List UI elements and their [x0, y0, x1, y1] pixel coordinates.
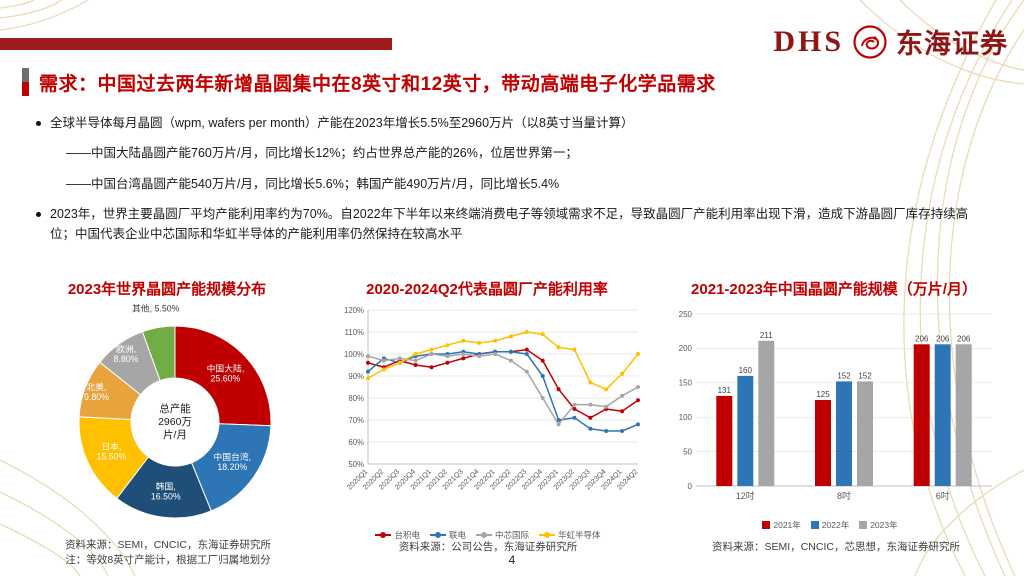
svg-text:8吋: 8吋	[837, 491, 851, 501]
bullet-taiwan-korea: ——中国台湾晶圆产能540万片/月，同比增长5.6%；韩国产能490万片/月，同…	[66, 175, 988, 194]
line-chart-title: 2020-2024Q2代表晶圆厂产能利用率	[366, 281, 608, 298]
svg-text:125: 125	[816, 390, 830, 399]
body-text: 全球半导体每月晶圆（wpm, wafers per month）产能在2023年…	[36, 114, 988, 255]
page-number: 4	[508, 553, 516, 567]
bar-chart-svg: 0 50 100 150 200 250 131 160 211 12吋 125 152 152 8吋 20…	[679, 310, 992, 501]
svg-text:6吋: 6吋	[936, 491, 950, 501]
svg-text:0: 0	[688, 482, 693, 491]
header-red-bar	[0, 38, 392, 50]
svg-text:片/月: 片/月	[163, 428, 187, 441]
svg-text:250: 250	[679, 310, 693, 319]
bullet-text: 2023年，世界主要晶圆厂平均产能利用率约为70%。自2022年下半年以来终端消…	[50, 207, 969, 241]
pie-source-note: 资料来源：SEMI，CNCIC，东海证券研究所 注：等效8英寸产能计，根据工厂归…	[8, 538, 328, 567]
svg-text:12吋: 12吋	[736, 491, 755, 501]
svg-text:206: 206	[915, 334, 929, 343]
svg-text:中国台湾,18.20%: 中国台湾, 18.20%	[213, 451, 251, 472]
bullet-text: ——中国台湾晶圆产能540万片/月，同比增长5.6%；韩国产能490万片/月，同…	[66, 176, 560, 191]
page-title: 需求：中国过去两年新增晶圆集中在8英寸和12英寸，带动高端电子化学品需求	[39, 73, 716, 95]
svg-text:90%: 90%	[348, 372, 364, 381]
bullet-text: ——中国大陆晶圆产能760万片/月，同比增长12%；约占世界总产能的26%，位居…	[66, 146, 578, 161]
svg-text:中国大陆,25.60%: 中国大陆, 25.60%	[207, 362, 245, 383]
svg-text:150: 150	[679, 379, 693, 388]
svg-text:110%: 110%	[345, 328, 364, 337]
svg-text:2960万: 2960万	[158, 416, 192, 428]
bullet-global-capacity: 全球半导体每月晶圆（wpm, wafers per month）产能在2023年…	[36, 114, 988, 133]
svg-text:206: 206	[936, 334, 950, 343]
svg-text:50: 50	[683, 447, 692, 456]
title-marker	[22, 68, 29, 96]
svg-text:206: 206	[957, 334, 971, 343]
line-chart-legend: 台积电 联电 中芯国际 华虹半导体	[332, 529, 644, 541]
bar-chart: 0 50 100 150 200 250 131 160 211 12吋 125 152 152 8吋 20…	[662, 300, 998, 531]
line-chart-svg: 50%60%70%80%90%100%110%120%2020Q12020Q22…	[344, 306, 640, 492]
pie-chart-svg: 中国大陆, 25.60% 中国台湾, 18.20% 韩国, 16.50% 日本, 15.50%…	[78, 303, 272, 519]
svg-text:100%: 100%	[344, 350, 364, 359]
svg-text:60%: 60%	[348, 438, 364, 447]
line-source: 资料来源：公司公告，东海证券研究所	[398, 541, 578, 553]
pie-note: 注：等效8英寸产能计，根据工厂归属地划分	[65, 553, 271, 566]
svg-text:211: 211	[760, 331, 773, 340]
bar-chart-title: 2021-2023年中国晶圆产能规模（万片/月）	[691, 281, 977, 298]
company-logo: DHS 东海证券	[773, 22, 1008, 61]
svg-text:200: 200	[679, 344, 693, 353]
dragon-logo-icon	[853, 24, 887, 59]
svg-text:日本,15.50%: 日本, 15.50%	[97, 440, 127, 461]
bullet-text: 全球半导体每月晶圆（wpm, wafers per month）产能在2023年…	[50, 116, 634, 130]
bullet-dot	[36, 121, 41, 126]
svg-text:其他, 5.50%: 其他, 5.50%	[132, 303, 180, 314]
svg-text:152: 152	[837, 371, 851, 380]
svg-text:欧洲,8.80%: 欧洲, 8.80%	[114, 343, 139, 364]
svg-text:120%: 120%	[344, 306, 364, 315]
bullet-china-mainland: ——中国大陆晶圆产能760万片/月，同比增长12%；约占世界总产能的26%，位居…	[66, 144, 988, 163]
bar-source: 资料来源：SEMI，CNCIC，芯思想，东海证券研究所	[712, 541, 960, 553]
logo-company-name: 东海证券	[896, 29, 1008, 59]
svg-text:50%: 50%	[348, 460, 364, 469]
line-chart: 50% 60% 70% 80% 90% 100% 110% 120% 2020Q1 2020Q2 2…	[332, 300, 644, 541]
svg-text:80%: 80%	[348, 394, 364, 403]
bullet-dot	[36, 212, 41, 218]
svg-text:70%: 70%	[348, 416, 364, 425]
svg-text:100: 100	[679, 413, 693, 422]
svg-text:131: 131	[718, 386, 732, 395]
title-row: 需求：中国过去两年新增晶圆集中在8英寸和12英寸，带动高端电子化学品需求	[22, 68, 1002, 96]
svg-text:韩国,16.50%: 韩国, 16.50%	[151, 480, 181, 501]
logo-dhs-text: DHS	[773, 24, 844, 58]
svg-text:北美,9.80%: 北美, 9.80%	[84, 381, 109, 402]
pie-chart: 中国大陆, 25.60% 中国台湾, 18.20% 韩国, 16.50% 日本, 15.50%…	[15, 300, 315, 537]
svg-text:160: 160	[739, 366, 753, 375]
pie-chart-title: 2023年世界晶圆产能规模分布	[67, 281, 267, 298]
pie-source: 资料来源：SEMI，CNCIC，东海证券研究所	[65, 539, 271, 551]
bullet-utilization: 2023年，世界主要晶圆厂平均产能利用率约为70%。自2022年下半年以来终端消…	[36, 205, 988, 244]
svg-text:总产能: 总产能	[159, 402, 191, 415]
svg-text:152: 152	[858, 371, 872, 380]
bar-chart-legend: 2021年 2022年 2023年	[662, 519, 998, 531]
